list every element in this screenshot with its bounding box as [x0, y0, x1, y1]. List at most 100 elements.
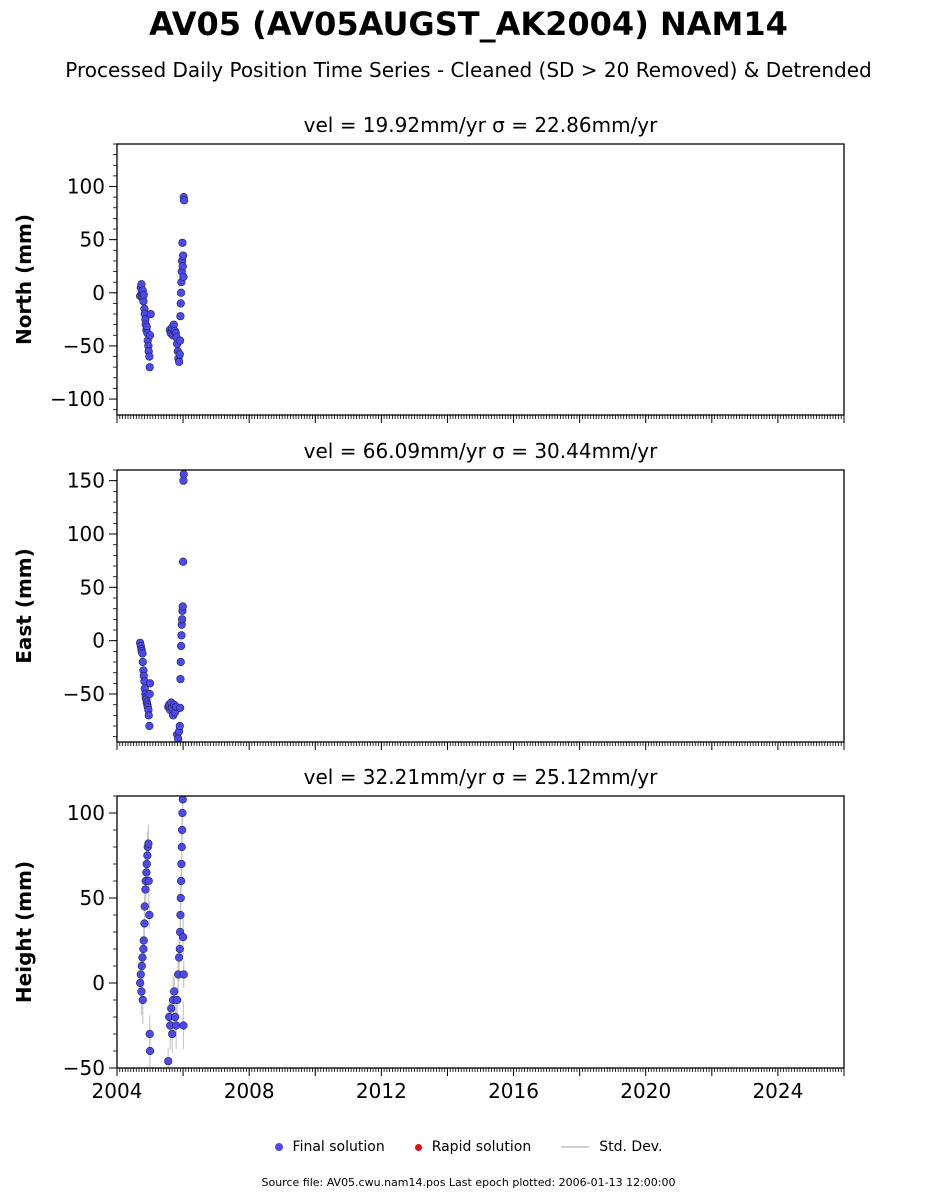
data-point [178, 796, 187, 804]
data-point [143, 851, 152, 860]
legend-label-final: Final solution [292, 1139, 385, 1155]
y-tick-label: −50 [63, 1056, 105, 1080]
data-point [170, 987, 179, 996]
data-point [142, 868, 151, 877]
data-point [175, 953, 184, 962]
data-point [138, 649, 147, 658]
data-point [173, 995, 182, 1005]
x-tick-label: 2016 [488, 1079, 539, 1103]
y-tick-label: −50 [63, 682, 105, 706]
data-point [145, 352, 154, 361]
data-point [176, 299, 185, 308]
data-point [164, 1057, 173, 1066]
y-tick-label: 50 [80, 228, 105, 252]
data-point [179, 272, 188, 281]
data-point [145, 363, 154, 372]
data-point [145, 1046, 155, 1056]
subplot-title: vel = 66.09mm/yr σ = 30.44mm/yr [304, 439, 658, 463]
data-point [168, 1029, 177, 1039]
data-point [176, 657, 185, 667]
data-point [176, 312, 185, 321]
plot-area [136, 193, 189, 372]
data-point [138, 953, 147, 962]
x-tick-label: 2012 [356, 1079, 407, 1103]
data-point [142, 859, 151, 869]
data-point [145, 1029, 154, 1039]
data-point [141, 885, 150, 894]
data-point [177, 631, 186, 640]
data-point [178, 262, 187, 271]
plot-frame [116, 469, 845, 743]
subplot-1: vel = 19.92mm/yr σ = 22.86mm/yr North (mm… [12, 113, 845, 423]
data-point [177, 859, 186, 869]
data-point [175, 721, 184, 731]
legend-item-std: Std. Dev. [561, 1139, 662, 1155]
data-point [140, 919, 149, 928]
plot-area [136, 796, 188, 1068]
data-point [167, 1004, 176, 1013]
data-point [136, 970, 145, 979]
chart-subtitle: Processed Daily Position Time Series - C… [65, 58, 872, 82]
data-point [177, 825, 187, 835]
legend-label-rapid: Rapid solution [431, 1139, 532, 1155]
y-axis-label: North (mm) [12, 214, 36, 345]
data-point [145, 689, 154, 699]
y-tick-label: 100 [67, 522, 105, 546]
data-point [171, 1012, 180, 1022]
chart-title: AV05 (AV05AUGST_AK2004) NAM14 [149, 5, 788, 43]
data-point [144, 839, 153, 848]
data-point [176, 910, 185, 920]
x-tick-label: 2024 [752, 1079, 803, 1103]
data-point [138, 995, 147, 1005]
data-point [138, 657, 147, 667]
source-note: Source file: AV05.cwu.nam14.pos Last epo… [261, 1176, 676, 1189]
data-point [179, 196, 189, 205]
subplot-2: vel = 66.09mm/yr σ = 30.44mm/yr East (mm)… [12, 439, 845, 750]
legend-label-std: Std. Dev. [599, 1139, 663, 1155]
data-point [177, 641, 186, 651]
data-point [136, 978, 145, 988]
final-solution-marker-icon [274, 1143, 283, 1151]
data-point [139, 944, 148, 954]
data-point [146, 309, 155, 319]
data-point [145, 721, 154, 731]
data-point [179, 470, 188, 479]
data-point [144, 876, 153, 886]
legend: Final solution Rapid solution Std. Dev. [0, 1136, 937, 1158]
data-point [139, 290, 148, 300]
x-tick-label: 2020 [620, 1079, 671, 1103]
plot-frame [116, 795, 845, 1069]
data-point [140, 902, 149, 911]
data-point [177, 876, 186, 886]
subplot-3: vel = 32.21mm/yr σ = 25.12mm/yr Height (m… [12, 765, 845, 1103]
data-point [145, 910, 154, 920]
data-point [179, 1021, 188, 1030]
y-tick-label: 50 [80, 575, 105, 599]
y-axis-label: East (mm) [12, 548, 36, 664]
rapid-solution-marker-icon [414, 1143, 422, 1151]
data-point [175, 944, 184, 954]
legend-item-rapid: Rapid solution [414, 1139, 532, 1155]
data-point [178, 932, 188, 942]
y-tick-label: −50 [63, 334, 105, 358]
plot-frame [116, 143, 845, 416]
data-point [137, 961, 146, 971]
data-point [176, 674, 185, 684]
y-axis-label: Height (mm) [12, 861, 36, 1003]
data-point [176, 703, 185, 712]
std-dev-line-icon [561, 1146, 590, 1148]
data-point [176, 336, 185, 345]
data-point [178, 557, 188, 566]
y-tick-label: 50 [80, 886, 105, 910]
subplot-title: vel = 19.92mm/yr σ = 22.86mm/yr [304, 113, 658, 137]
data-point [177, 615, 187, 624]
data-point [144, 711, 153, 720]
y-tick-label: −100 [50, 387, 105, 411]
data-point [176, 893, 185, 903]
data-point [175, 350, 184, 359]
data-point [139, 936, 148, 945]
data-point [178, 602, 187, 611]
x-tick-label: 2004 [92, 1079, 143, 1103]
data-point [172, 1021, 181, 1030]
